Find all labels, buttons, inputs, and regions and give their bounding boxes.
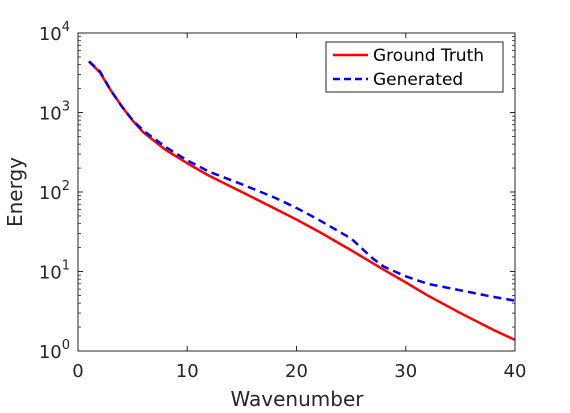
x-tick-label: 20 <box>285 361 308 382</box>
axes: 0 10 20 30 40 100 101 102 103 104 <box>39 20 527 382</box>
x-tick-label: 10 <box>176 361 199 382</box>
legend-label-generated: Generated <box>373 70 463 90</box>
x-tick-label: 40 <box>504 361 527 382</box>
y-tick-label: 100 <box>39 338 70 363</box>
y-tick-label: 103 <box>39 100 70 125</box>
legend-label-ground-truth: Ground Truth <box>373 46 484 66</box>
y-axis-label: Energy <box>3 157 27 227</box>
y-tick-label: 102 <box>39 179 70 204</box>
x-tick-label: 30 <box>394 361 417 382</box>
series-line-ground-truth <box>88 60 516 342</box>
y-tick-label: 101 <box>39 259 70 284</box>
series-line-generated <box>88 60 516 302</box>
plot-content <box>88 60 516 342</box>
x-tick-label: 0 <box>72 361 83 382</box>
y-tick-label: 104 <box>39 20 70 45</box>
legend-box <box>325 41 504 93</box>
legend: Ground Truth Generated <box>325 41 504 93</box>
x-axis-label: Wavenumber <box>231 387 365 411</box>
